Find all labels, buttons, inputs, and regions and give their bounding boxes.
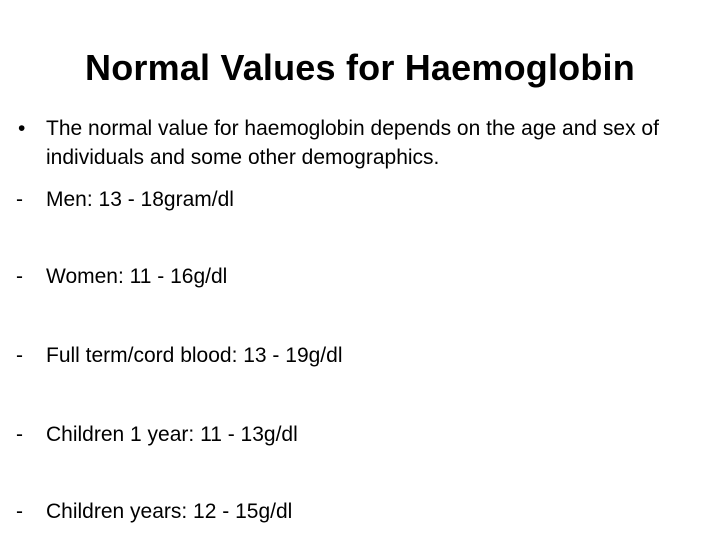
list-item-text: Children 1 year: 11 - 13g/dl bbox=[46, 423, 298, 446]
intro-bullet-text: The normal value for haemoglobin depends… bbox=[46, 117, 659, 169]
list-item-text: Men: 13 - 18gram/dl bbox=[46, 188, 234, 211]
list-item-men: - Men: 13 - 18gram/dl bbox=[14, 185, 704, 214]
list-item-text: Children years: 12 - 15g/dl bbox=[46, 500, 293, 523]
dash-icon: - bbox=[16, 423, 23, 446]
slide-title: Normal Values for Haemoglobin bbox=[85, 47, 635, 88]
intro-bullet-row: • The normal value for haemoglobin depen… bbox=[14, 114, 704, 172]
list-item-text: Full term/cord blood: 13 - 19g/dl bbox=[46, 344, 343, 367]
dash-icon: - bbox=[16, 344, 23, 367]
list-item-text: Women: 11 - 16g/dl bbox=[46, 265, 228, 288]
intro-bullet: • The normal value for haemoglobin depen… bbox=[14, 114, 704, 172]
dash-icon: - bbox=[16, 265, 23, 288]
dash-icon: - bbox=[16, 500, 23, 523]
list-item-children-1-year: - Children 1 year: 11 - 13g/dl bbox=[14, 420, 704, 449]
list-item-children-years: - Children years: 12 - 15g/dl bbox=[14, 497, 704, 526]
list-item-cord-blood: - Full term/cord blood: 13 - 19g/dl bbox=[14, 341, 704, 370]
dash-icon: - bbox=[16, 188, 23, 211]
bullet-icon: • bbox=[18, 117, 26, 140]
list-item-women: - Women: 11 - 16g/dl bbox=[14, 262, 704, 291]
